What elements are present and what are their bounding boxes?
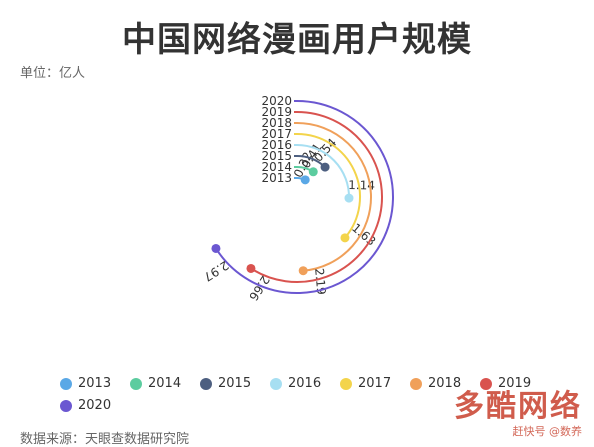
legend-dot-2016 <box>270 377 282 390</box>
bar-end-point-2018 <box>298 266 308 276</box>
bar-end-point-2017 <box>340 233 350 243</box>
category-label-2015: 2015 <box>261 149 292 163</box>
legend-item-2015[interactable]: 2015 <box>200 376 251 391</box>
bar-end-point-2014 <box>308 167 318 177</box>
legend-label-2017: 2017 <box>358 376 392 391</box>
category-label-2017: 2017 <box>261 127 292 141</box>
legend-item-2018[interactable]: 2018 <box>410 376 461 391</box>
category-label-2014: 2014 <box>261 160 292 174</box>
legend-dot-2017 <box>340 377 352 390</box>
bar-arc-2020 <box>215 100 394 294</box>
legend-item-2014[interactable]: 2014 <box>130 376 181 391</box>
category-label-2016: 2016 <box>261 138 292 152</box>
legend-label-2019: 2019 <box>498 376 532 391</box>
watermark: 多酷网络 赶快号 @数养 <box>454 391 582 439</box>
legend-item-2019[interactable]: 2019 <box>480 376 531 391</box>
legend-label-2015: 2015 <box>218 376 252 391</box>
legend-item-2017[interactable]: 2017 <box>340 376 391 391</box>
legend-dot-2018 <box>410 377 422 390</box>
watermark-sub: 赶快号 @数养 <box>512 425 583 438</box>
bar-arc-2019 <box>250 111 383 283</box>
legend-item-2013[interactable]: 2013 <box>60 376 111 391</box>
category-label-2020: 2020 <box>261 94 292 108</box>
legend-label-2014: 2014 <box>148 376 182 391</box>
category-label-2013: 2013 <box>261 171 292 185</box>
bar-end-point-2013 <box>300 175 310 185</box>
legend-item-2016[interactable]: 2016 <box>270 376 321 391</box>
watermark-logo: 多酷网络 <box>454 389 582 424</box>
legend-label-2016: 2016 <box>288 376 322 391</box>
legend-label-2018: 2018 <box>428 376 462 391</box>
bar-arc-2018 <box>296 122 372 272</box>
page-title: 中国网络漫画用户规模 <box>122 20 472 60</box>
bar-end-point-2015 <box>320 162 330 172</box>
bar-arc-2017 <box>296 133 361 239</box>
legend-dot-2014 <box>130 377 142 390</box>
legend-item-2020[interactable]: 2020 <box>60 398 111 413</box>
legend-dot-2015 <box>200 377 212 390</box>
legend-dot-2020 <box>60 399 72 412</box>
bar-arc-2016 <box>296 144 350 199</box>
legend-dot-2013 <box>60 377 72 390</box>
legend-label-2020: 2020 <box>78 398 112 413</box>
category-label-2019: 2019 <box>261 105 292 119</box>
unit-label: 单位：亿人 <box>20 66 86 81</box>
source-note: 数据来源：天眼查数据研究院 <box>20 432 190 447</box>
category-label-2018: 2018 <box>261 116 292 130</box>
value-label-2016: 1.14 <box>348 178 375 193</box>
bar-end-point-2016 <box>344 193 354 203</box>
bar-end-point-2020 <box>211 243 221 253</box>
bar-end-point-2019 <box>246 263 256 273</box>
value-label-2020: 2.97 <box>201 258 231 284</box>
legend-label-2013: 2013 <box>78 376 112 391</box>
legend-dot-2019 <box>480 377 492 390</box>
